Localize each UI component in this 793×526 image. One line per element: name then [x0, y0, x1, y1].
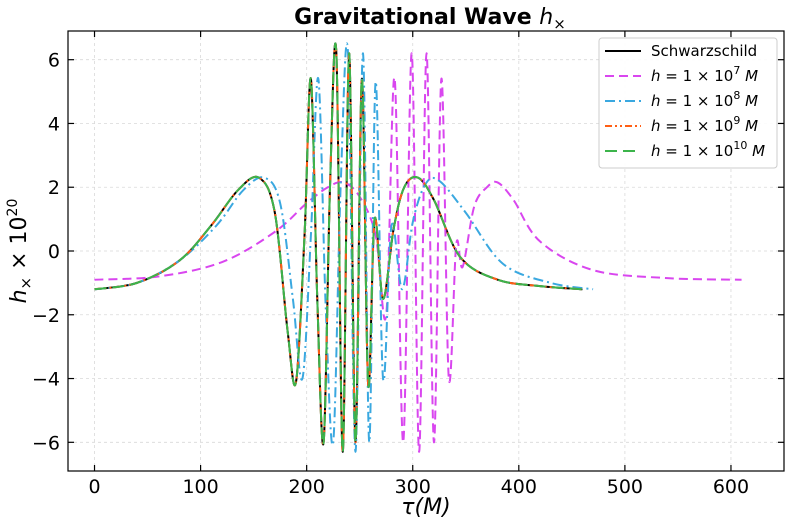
y-axis-label: h× × 1020: [5, 199, 35, 304]
legend-label: h = 1 × 109 M: [651, 114, 758, 135]
chart-title-subscript: ×: [553, 15, 566, 33]
y-tick-label: −2: [32, 305, 60, 327]
legend-label-symbol: h: [651, 67, 661, 85]
y-tick-label: −4: [32, 369, 60, 391]
legend-label: h = 1 × 108 M: [651, 89, 758, 110]
legend-box: [598, 37, 778, 169]
series-line-3: [94, 42, 583, 453]
x-axis-label: τ(M): [401, 495, 450, 520]
legend-label-exponent: 10: [733, 139, 747, 152]
chart-title-main: Gravitational Wave: [294, 5, 539, 30]
legend-label-value: = 1 × 10: [661, 92, 734, 110]
chart-title: Gravitational Wave h×: [294, 5, 566, 33]
ticks: 0 100 200 300 400 500 600 −6 −4 −2 0 2 4 6: [32, 31, 784, 498]
x-tick-label: 0: [88, 476, 100, 498]
x-axis-label-unit: (M): [415, 495, 451, 520]
x-tick-label: 100: [182, 476, 218, 498]
series-line-4: [94, 42, 583, 453]
x-tick-label: 500: [607, 476, 643, 498]
legend-label-exponent: 7: [733, 64, 740, 77]
x-axis-label-symbol: τ: [401, 495, 415, 520]
legend-label-exponent: 8: [733, 89, 740, 102]
y-axis-label-multiplier: × 10: [7, 216, 32, 276]
legend-label-symbol: h: [651, 117, 661, 135]
legend-label-value: = 1 × 10: [661, 117, 734, 135]
legend-label-exponent: 9: [733, 114, 740, 127]
y-tick-label: −6: [32, 432, 60, 454]
series-line-2: [94, 42, 594, 453]
y-tick-label: 0: [48, 241, 60, 263]
legend-label-symbol: h: [651, 142, 661, 160]
legend-label-unit: M: [740, 67, 758, 85]
legend-label-unit: M: [740, 92, 758, 110]
series-line-1: [94, 52, 742, 453]
legend-label-symbol: h: [651, 92, 661, 110]
x-tick-label: 600: [713, 476, 749, 498]
y-axis-label-symbol: h: [7, 289, 32, 303]
legend-label-value: = 1 × 10: [661, 67, 734, 85]
x-tick-label: 400: [501, 476, 537, 498]
x-tick-label: 200: [289, 476, 325, 498]
legend-label-value: = 1 × 10: [661, 142, 734, 160]
y-axis-label-subscript: ×: [17, 277, 35, 290]
y-tick-label: 2: [48, 177, 60, 199]
legend-label-unit: M: [747, 142, 765, 160]
y-tick-label: 6: [48, 50, 60, 72]
y-axis-label-exponent: 20: [5, 199, 21, 217]
legend-label: Schwarzschild: [651, 42, 757, 60]
x-tick-label: 300: [395, 476, 431, 498]
legend-label-unit: M: [740, 117, 758, 135]
series-layer: [94, 42, 742, 453]
legend-label: h = 1 × 1010 M: [651, 139, 765, 160]
legend-label: h = 1 × 107 M: [651, 64, 758, 85]
y-tick-label: 4: [48, 113, 60, 135]
chart-title-math: h: [539, 5, 553, 30]
